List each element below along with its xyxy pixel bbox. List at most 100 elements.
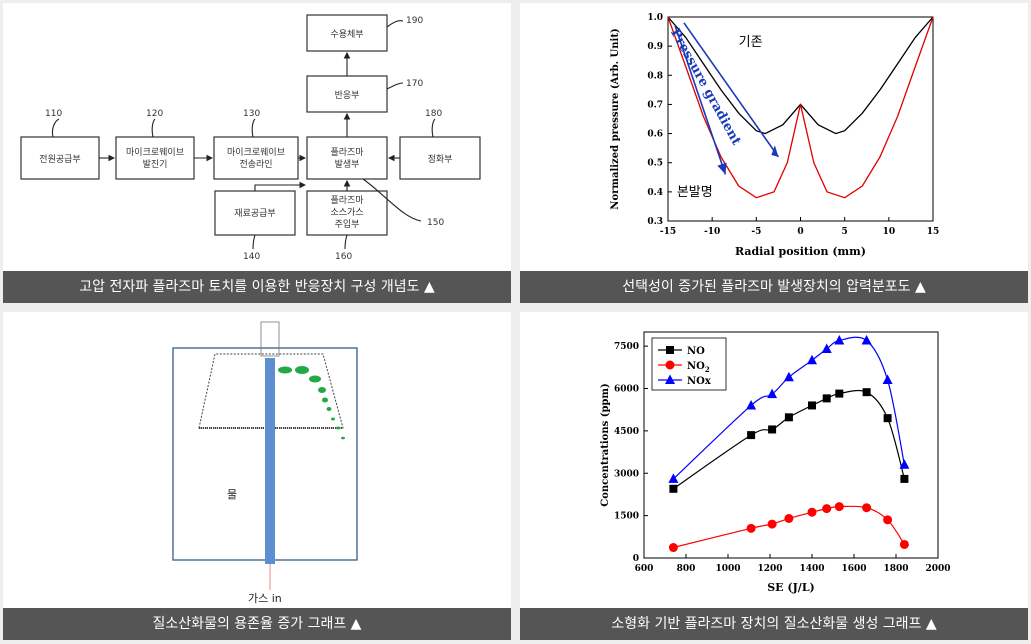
generator-block xyxy=(115,136,195,180)
data-point-NO xyxy=(669,484,678,493)
data-point-NOx xyxy=(882,374,893,385)
data-point-NOx xyxy=(821,343,832,353)
series-line-1 xyxy=(667,16,934,199)
series-line-NO2 xyxy=(673,505,905,549)
legend-box xyxy=(651,337,727,391)
pressure-chart-panel: -15 -10 -5 0 5 10 15 0.3 0.4 0.5 0.6 0.7 0.8 0.9 1.0 Ra… xyxy=(520,3,1028,303)
gradient-annotation: Pressure gradient xyxy=(667,26,744,148)
x-axis-label: SE (J/L) xyxy=(767,581,815,594)
collector-label: 수용체부 xyxy=(330,29,363,40)
y-tick-label: 4500 xyxy=(614,427,639,437)
block-diagram-caption: 고압 전자파 플라즈마 토치를 이용한 반응장치 구성 개념도 ▲ xyxy=(3,271,511,303)
data-point-NOx xyxy=(834,334,845,345)
line-block xyxy=(213,136,299,180)
ref-180: 180 xyxy=(425,109,442,119)
reaction-label: 반응부 xyxy=(335,90,360,101)
x-tick-label: 2000 xyxy=(925,564,950,574)
x-tick-label: -5 xyxy=(751,227,761,237)
series-line-NO xyxy=(673,389,905,490)
ref-170: 170 xyxy=(406,79,423,89)
y-tick-label: 1500 xyxy=(614,512,639,522)
x-tick-label: 15 xyxy=(927,227,940,237)
gas-label-2: 소스가스 xyxy=(330,207,363,218)
y-tick-label: 6000 xyxy=(614,385,639,395)
x-tick-label: 1000 xyxy=(715,564,740,574)
y-tick-label: 0.8 xyxy=(647,71,663,81)
ref-140: 140 xyxy=(243,252,260,262)
data-point-NO xyxy=(883,414,892,423)
data-point-NOx xyxy=(861,334,872,345)
plot-frame xyxy=(643,331,939,559)
block-diagram-panel: 전원공급부 마이크로웨이브 발진기 마이크로웨이브 전송라인 플라즈마 발생부 … xyxy=(3,3,511,303)
data-point-NO2 xyxy=(899,539,909,549)
ref-110: 110 xyxy=(45,109,62,119)
water-label: 물 xyxy=(227,488,237,501)
data-point-NO2 xyxy=(767,519,777,529)
data-point-NO2 xyxy=(784,513,794,523)
data-point-NOx xyxy=(767,388,778,399)
ref-120: 120 xyxy=(146,109,163,119)
y-tick-label: 0.9 xyxy=(647,42,663,52)
gas-in-label: 가스 in xyxy=(248,592,282,605)
concentration-chart: 600 800 1000 1200 1400 1600 1800 2000 0 1500 3000 4… xyxy=(600,331,951,594)
y-tick-label: 7500 xyxy=(614,342,639,352)
x-tick-label: 800 xyxy=(677,564,696,574)
data-point-NO2 xyxy=(807,507,817,517)
generator-label-1: 마이크로웨이브 xyxy=(126,146,184,158)
x-tick-label: 10 xyxy=(883,227,896,237)
series-line-NOx xyxy=(672,336,905,480)
y-axis-label: Concentrations (ppm) xyxy=(600,383,611,507)
x-tick-label: 1600 xyxy=(841,564,866,574)
x-tick-label: 1200 xyxy=(757,564,782,574)
y-axis-label: Normalized pressure (Arb. Unit) xyxy=(610,28,621,209)
legend-label-NO2: NO2 xyxy=(687,361,710,374)
gradient-arrow-2 xyxy=(683,22,780,158)
data-point-NOx xyxy=(746,399,757,410)
pressure-chart-caption: 선택성이 증가된 플라즈마 발생장치의 압력분포도 ▲ xyxy=(520,271,1028,303)
x-axis-label: Radial position (mm) xyxy=(735,245,866,258)
gradient-arrow-1 xyxy=(674,25,727,175)
data-point-NO xyxy=(784,413,793,422)
schematic-caption: 질소산화물의 용존율 증가 그래프 ▲ xyxy=(3,608,511,640)
purifier-label: 정화부 xyxy=(428,154,453,165)
data-point-NOx xyxy=(899,459,910,469)
data-point-NO xyxy=(900,474,909,483)
data-point-NOx xyxy=(668,473,679,483)
x-tick-label: 1800 xyxy=(883,564,908,574)
y-tick-label: 0.3 xyxy=(647,217,663,227)
gas-bubbles xyxy=(278,366,345,440)
line-label-1: 마이크로웨이브 xyxy=(227,146,285,158)
schematic: 물 가스 in xyxy=(172,321,358,605)
plasma-block xyxy=(306,136,388,180)
x-tick-label: -10 xyxy=(704,227,720,237)
gas-label-3: 주입부 xyxy=(335,218,360,230)
plasma-label-1: 플라즈마 xyxy=(330,147,364,158)
collector-block xyxy=(306,14,388,52)
legend-label-NOx: NOx xyxy=(687,376,712,387)
x-tick-label: 1400 xyxy=(799,564,824,574)
legend-label-NO: NO xyxy=(687,346,705,357)
data-point-NO2 xyxy=(668,543,678,553)
data-point-NO2 xyxy=(883,515,893,525)
gas-tube xyxy=(265,358,275,564)
block-diagram: 전원공급부 마이크로웨이브 발진기 마이크로웨이브 전송라인 플라즈마 발생부 … xyxy=(20,14,481,262)
data-point-NO xyxy=(862,388,871,397)
pressure-chart: -15 -10 -5 0 5 10 15 0.3 0.4 0.5 0.6 0.7 0.8 0.9 1.0 Ra… xyxy=(610,13,940,258)
y-tick-label: 0.4 xyxy=(647,188,663,198)
material-label: 재료공급부 xyxy=(234,208,275,219)
x-tick-label: -15 xyxy=(660,227,676,237)
data-point-NOx xyxy=(783,371,794,382)
y-tick-label: 0.5 xyxy=(647,159,663,169)
concentration-chart-caption: 소형화 기반 플라즈마 장치의 질소산화물 생성 그래프 ▲ xyxy=(520,608,1028,640)
x-tick-label: 0 xyxy=(797,227,803,237)
ref-150: 150 xyxy=(427,218,444,228)
gradient-arrowhead-2 xyxy=(771,145,779,157)
plasma-label-2: 발생부 xyxy=(335,159,360,170)
generator-label-2: 발진기 xyxy=(143,159,168,170)
legend-marker-NOx xyxy=(665,374,675,384)
data-point-NO2 xyxy=(822,504,832,514)
schematic-panel: 물 가스 in 질소산화물의 용존율 증가 그래프 ▲ xyxy=(3,312,511,640)
ref-190: 190 xyxy=(406,16,423,26)
data-point-NO xyxy=(747,431,756,440)
invention-annotation: 본발명 xyxy=(677,185,713,200)
